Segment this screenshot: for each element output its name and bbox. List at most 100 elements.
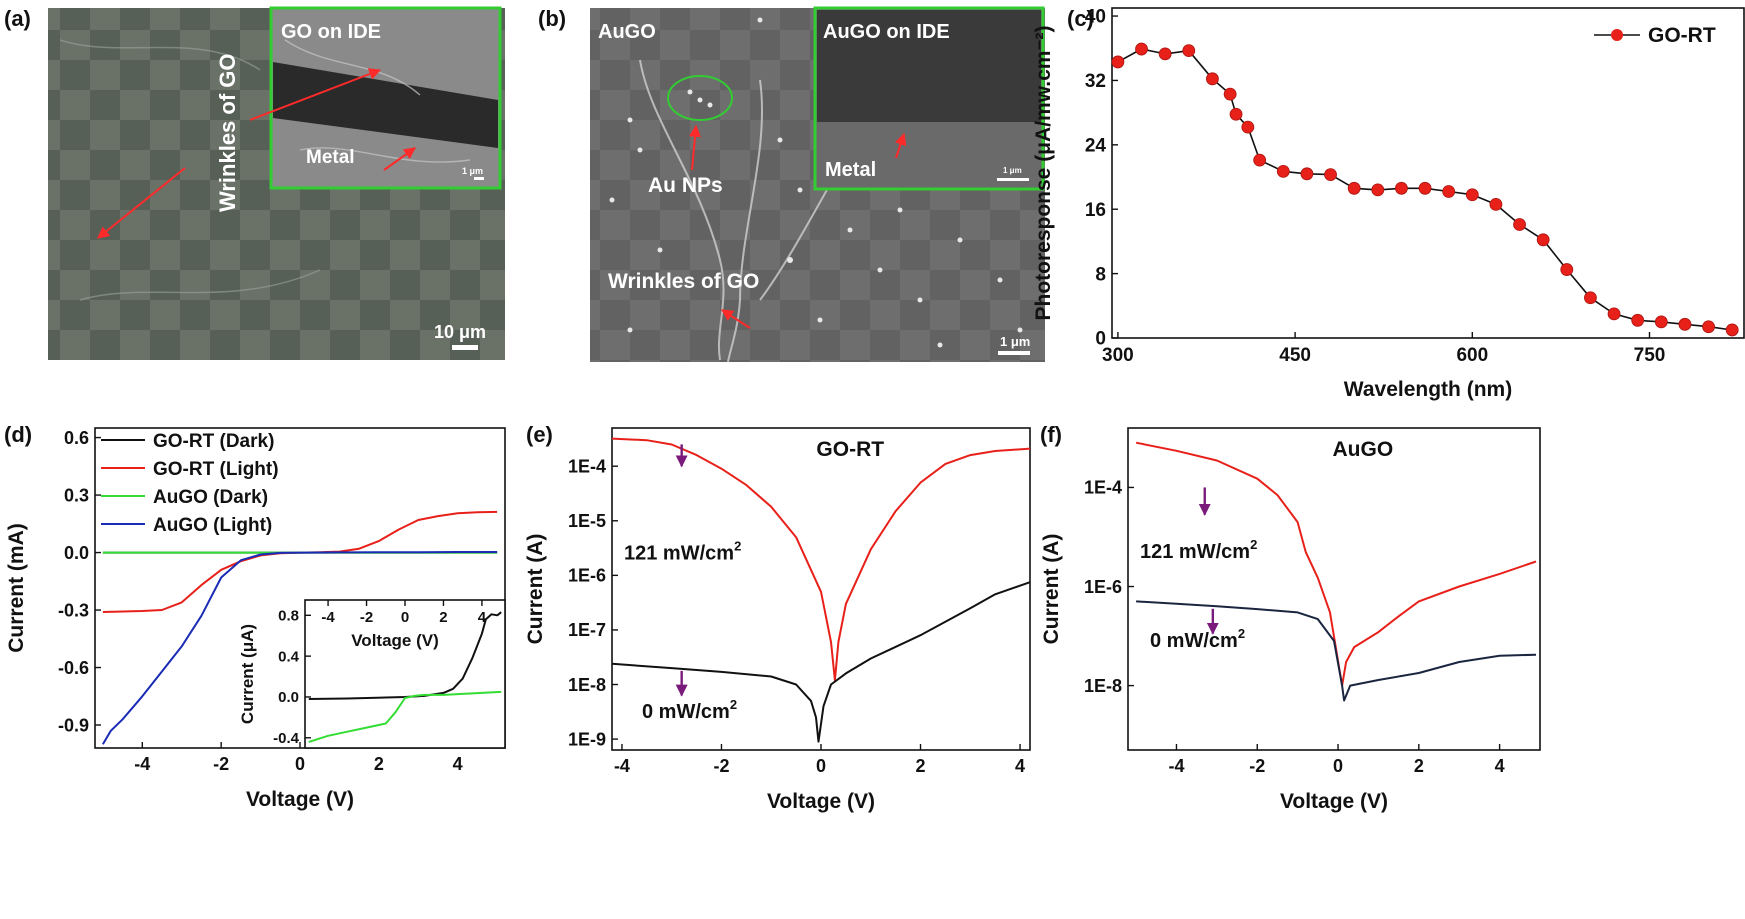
d-ytick-label: -0.6 [58,658,89,678]
arrow-b-2 [720,309,751,329]
f-xtick-label: 2 [1414,756,1424,776]
panel-d-label: (d) [4,422,32,447]
c-point [1489,197,1503,211]
f-xtick-label: 4 [1495,756,1505,776]
d-inset-ytick-label: 0.4 [278,648,300,665]
c-point [1182,44,1196,58]
f-title: AuGO [1333,438,1394,461]
wrinkles-label-a: Wrinkles of GO [215,53,240,212]
d-inset-xtick-label: 4 [478,609,487,626]
inset-a-scale-bar [474,177,484,180]
c-point [1442,185,1456,198]
e-series-line [611,437,1031,682]
f-xtick-label: 0 [1333,756,1343,776]
d-inset-plot-frame [304,599,506,749]
metal-label-a: Metal [306,147,355,168]
d-ytick-label: 0.0 [64,543,89,563]
c-ylabel: Photoresponse (μA/mw.cm⁻²) [1032,25,1055,320]
inset-b-scale-bar [997,178,1029,181]
panel-b-label: (b) [538,6,566,31]
c-point [1395,181,1408,195]
inset-b-electrode [817,10,1041,122]
f-annot-light-sup: 2 [1250,537,1257,552]
c-point [1465,188,1479,202]
f-ytick-label: 1E-6 [1084,577,1122,597]
d-xtick-label: 4 [453,754,463,774]
f-annot-dark-sup: 2 [1238,626,1245,641]
c-point [1725,323,1739,337]
inset-a-scale: 1 μm [462,166,483,176]
d-xtick-label: -2 [213,754,229,774]
c-point [1324,168,1337,182]
f-xlabel: Voltage (V) [1280,790,1388,813]
c-ytick-label: 32 [1085,71,1106,92]
inset-a-title: GO on IDE [281,21,381,43]
panel-a: (a) GO on IDE Metal 1 μm Wrinkles of GO … [4,6,505,360]
e-ylabel: Current (A) [524,534,547,645]
e-annot-dark-sup: 2 [730,697,737,712]
d-inset-xtick-label: 2 [439,609,447,626]
d-inset-ytick-label: 0.8 [278,608,299,625]
arrow-a-2 [97,167,186,239]
c-point [1536,233,1550,247]
e-annot-light-sup: 2 [734,539,741,554]
d-series-line [102,551,498,745]
au-nanoparticles [609,17,1023,348]
c-ytick-label: 0 [1095,329,1106,350]
e-xtick-label: 0 [816,756,826,776]
d-legend-label: AuGO (Dark) [153,487,268,508]
scale-bar-a [452,345,478,350]
d-ytick-label: 0.6 [64,428,89,448]
d-inset-ylabel: Current (μA) [238,624,257,724]
c-plot-frame [1111,7,1745,339]
d-inset-xlabel: Voltage (V) [351,631,439,650]
c-point [1158,47,1172,61]
c-point [1584,291,1597,305]
c-xtick-label: 750 [1634,345,1666,366]
c-point [1111,55,1125,69]
c-ytick-label: 40 [1085,7,1106,28]
d-ylabel: Current (mA) [5,523,28,653]
e-xlabel: Voltage (V) [767,790,875,813]
c-point [1135,42,1148,56]
metal-label-b: Metal [825,159,876,181]
panel-e-label: (e) [526,422,553,447]
au-nps-label: Au NPs [648,174,723,197]
e-ytick-label: 1E-4 [568,457,606,477]
f-annot-dark: 0 mW/cm2 [1150,626,1245,652]
d-inset-series-line [308,611,502,700]
c-ytick-label: 16 [1085,200,1106,221]
c-ytick-label: 24 [1085,135,1107,156]
d-legend-label: AuGO (Light) [153,515,272,536]
e-annot-dark: 0 mW/cm2 [642,697,737,723]
f-ytick-label: 1E-8 [1084,676,1122,696]
d-xtick-label: 2 [374,754,384,774]
inset-a-wrinkles [284,39,471,163]
panel-f-label: (f) [1040,422,1062,447]
arrow-b-1 [689,124,701,171]
c-point [1702,320,1715,334]
e-xtick-label: -2 [713,756,729,776]
c-point [1607,307,1621,321]
c-point [1654,315,1668,329]
panel-a-label: (a) [4,6,31,31]
e-ytick-label: 1E-5 [568,511,606,531]
d-xtick-label: -4 [134,754,150,774]
c-point [1229,107,1243,121]
d-inset-series-line [308,690,502,743]
inset-b-title: AuGO on IDE [823,21,950,43]
e-ytick-label: 1E-6 [568,566,606,586]
c-xtick-label: 300 [1102,345,1134,366]
c-xlabel: Wavelength (nm) [1344,378,1512,401]
scale-label-b: 1 μm [1000,334,1030,349]
c-point [1223,87,1237,101]
c-point [1347,181,1361,195]
e-annot-light: 121 mW/cm2 [624,539,741,565]
c-point [1300,167,1314,181]
c-xtick-label: 450 [1279,345,1311,366]
c-legend-marker [1611,29,1623,41]
c-point [1678,317,1692,331]
e-ytick-label: 1E-8 [568,675,606,695]
d-legend-label: GO-RT (Dark) [153,431,274,452]
